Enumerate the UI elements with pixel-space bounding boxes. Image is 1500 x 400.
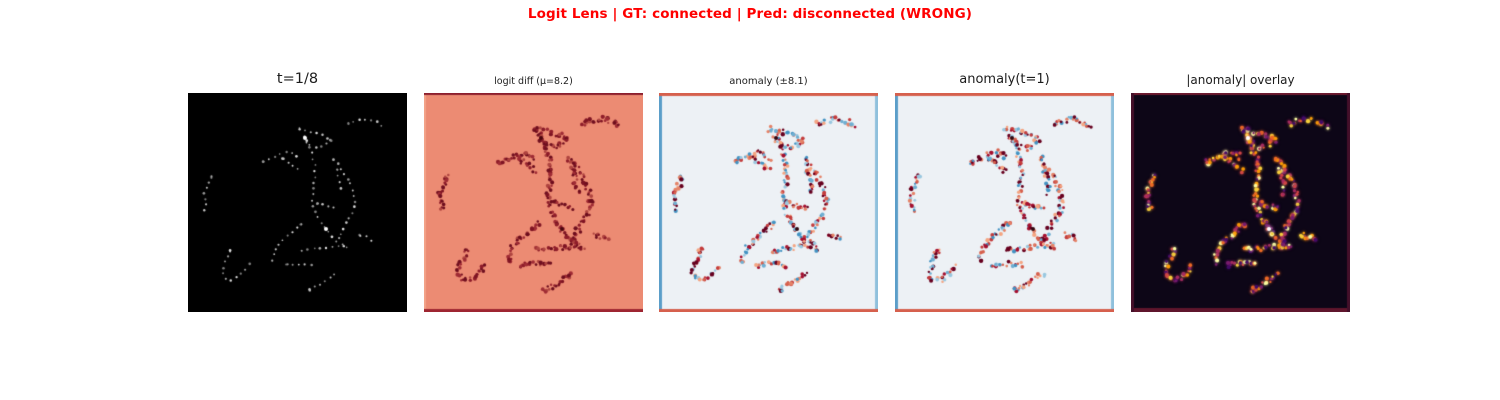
heatmap-canvas-overlay	[1131, 93, 1350, 312]
panel-title-anomaly: anomaly (±8.1)	[729, 76, 808, 87]
heatmap-canvas-input	[188, 93, 407, 312]
panel-anomaly-t1: anomaly(t=1)	[895, 72, 1114, 312]
heatmap-canvas-anomaly-t1	[895, 93, 1114, 312]
figure-title: Logit Lens | GT: connected | Pred: disco…	[527, 6, 973, 22]
panel-abs-anomaly-overlay: |anomaly| overlay	[1131, 73, 1350, 312]
heatmap-canvas-logit-diff	[424, 93, 643, 312]
panel-title-input: t=1/8	[276, 71, 319, 87]
panel-input-t18: t=1/8	[188, 71, 407, 312]
panel-title-anomaly-t1: anomaly(t=1)	[959, 72, 1050, 87]
heatmap-canvas-anomaly	[659, 93, 878, 312]
panel-anomaly: anomaly (±8.1)	[659, 76, 878, 312]
panel-title-logit-diff: logit diff (μ=8.2)	[494, 76, 573, 87]
panel-logit-diff: logit diff (μ=8.2)	[424, 76, 643, 312]
panel-title-overlay: |anomaly| overlay	[1186, 73, 1295, 87]
